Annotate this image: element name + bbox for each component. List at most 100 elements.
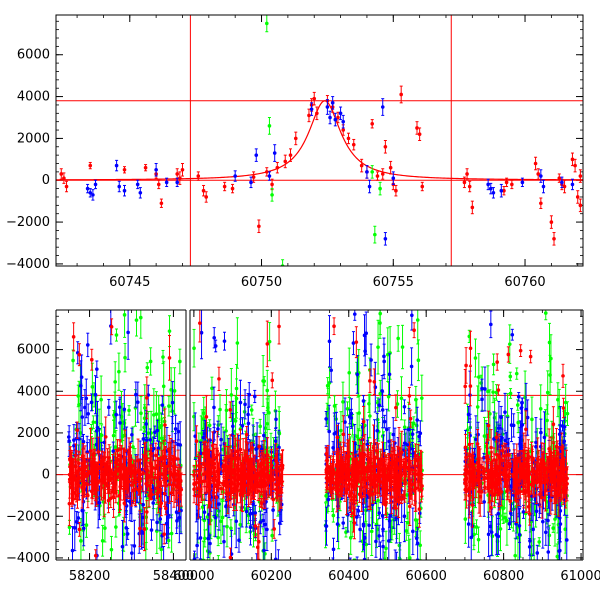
- data-point: [107, 399, 111, 415]
- data-point: [123, 185, 127, 195]
- data-point: [144, 165, 148, 171]
- data-point: [150, 520, 154, 541]
- data-point: [257, 220, 261, 233]
- data-point: [236, 318, 240, 368]
- data-point: [270, 530, 274, 541]
- data-point: [412, 323, 416, 338]
- data-point: [510, 329, 514, 340]
- series-red: [59, 86, 582, 245]
- data-point: [170, 484, 174, 501]
- data-point: [229, 520, 233, 537]
- data-point: [118, 399, 122, 415]
- data-point: [178, 422, 182, 468]
- data-point: [217, 556, 221, 566]
- data-point: [487, 512, 491, 557]
- x-tick-label: 61000: [560, 569, 600, 584]
- y-tick-label: 6000: [17, 343, 50, 358]
- data-point: [167, 533, 171, 548]
- x-tick-label: 60200: [251, 569, 292, 584]
- data-point: [139, 188, 143, 198]
- data-point: [471, 201, 475, 214]
- data-point: [552, 233, 556, 246]
- data-point: [155, 515, 159, 530]
- data-point: [65, 181, 69, 191]
- series-green: [265, 15, 382, 272]
- data-point: [270, 179, 274, 189]
- data-point: [115, 329, 119, 341]
- data-point: [573, 159, 577, 172]
- data-point: [544, 306, 548, 319]
- data-point: [265, 508, 269, 550]
- data-point: [355, 327, 359, 358]
- data-point: [324, 521, 328, 531]
- x-tick-label: 60745: [109, 275, 150, 290]
- data-point: [376, 320, 380, 374]
- data-point: [95, 361, 99, 377]
- data-point: [341, 115, 345, 128]
- data-point: [396, 326, 400, 352]
- data-point: [352, 332, 356, 355]
- data-point: [530, 397, 534, 442]
- data-point: [101, 525, 105, 556]
- data-point: [555, 544, 559, 569]
- series-blue: [86, 97, 574, 246]
- data-point: [535, 545, 539, 560]
- data-point: [508, 372, 512, 381]
- data-point: [381, 518, 385, 541]
- data-point: [135, 304, 139, 336]
- data-point: [515, 368, 519, 379]
- data-point: [86, 404, 90, 424]
- data-point: [510, 180, 514, 188]
- data-point: [126, 305, 130, 359]
- data-point: [170, 515, 174, 552]
- data-point: [332, 318, 336, 335]
- data-point: [157, 180, 161, 188]
- data-point: [90, 349, 94, 370]
- data-point: [512, 414, 516, 437]
- data-point: [365, 166, 369, 179]
- data-point: [551, 524, 555, 533]
- data-point: [490, 509, 494, 555]
- data-point: [123, 167, 127, 173]
- data-point: [411, 508, 415, 554]
- data-point: [270, 189, 274, 202]
- data-point: [400, 377, 404, 420]
- data-point: [550, 216, 554, 229]
- data-point: [536, 169, 540, 179]
- y-tick-label: −4000: [6, 257, 50, 272]
- data-point: [273, 145, 277, 162]
- data-point: [420, 182, 424, 190]
- data-point: [223, 182, 227, 190]
- data-point: [85, 513, 89, 538]
- data-point: [367, 506, 371, 544]
- data-point: [123, 343, 127, 371]
- data-point: [352, 139, 356, 149]
- data-point: [368, 180, 372, 193]
- data-point: [468, 181, 472, 191]
- data-point: [258, 419, 262, 433]
- data-point: [261, 356, 265, 407]
- data-point: [145, 363, 149, 373]
- data-point: [477, 527, 481, 552]
- data-point: [373, 226, 377, 243]
- data-point: [474, 339, 478, 377]
- data-point: [370, 120, 374, 128]
- y-tick-label: 2000: [17, 131, 50, 146]
- data-point: [332, 538, 336, 560]
- data-point: [192, 329, 196, 367]
- data-point: [202, 185, 206, 195]
- data-point: [411, 429, 415, 438]
- data-point: [268, 323, 272, 361]
- data-point: [378, 293, 382, 335]
- data-point: [145, 501, 149, 524]
- data-point: [268, 117, 272, 134]
- data-point: [276, 162, 280, 172]
- data-point: [384, 141, 388, 154]
- data-point: [399, 568, 403, 597]
- y-tick-label: 2000: [17, 426, 50, 441]
- x-tick-label: 60600: [406, 569, 447, 584]
- series-blue: [67, 301, 569, 600]
- data-point: [571, 179, 575, 189]
- data-point: [503, 393, 507, 431]
